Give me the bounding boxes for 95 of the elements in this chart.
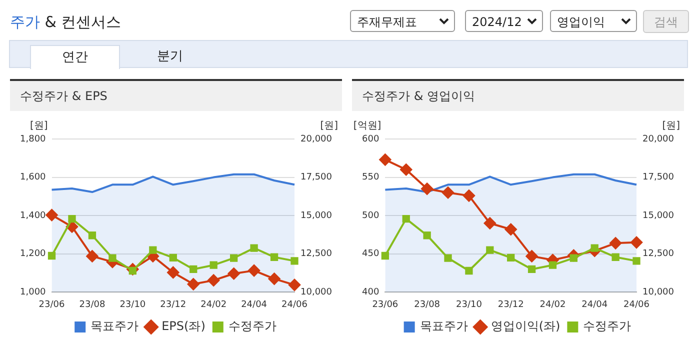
point — [68, 214, 76, 223]
point — [108, 254, 116, 262]
y2-tick-label: 10,000 — [642, 288, 674, 298]
y-axis-title: [억원] — [353, 120, 382, 132]
text: 주재무제표 — [357, 15, 417, 29]
point — [462, 190, 475, 202]
y-tick-label: 1,800 — [20, 134, 46, 144]
point — [612, 253, 620, 261]
legend-label: 영업이익(좌) — [490, 319, 560, 334]
y2-tick-label: 10,000 — [300, 288, 332, 298]
point — [528, 265, 536, 274]
point — [190, 265, 198, 274]
point — [465, 266, 473, 275]
y2-axis-title: [원] — [662, 120, 680, 132]
legend-label: EPS(좌) — [162, 319, 206, 334]
point — [149, 246, 157, 254]
x-tick-label: 24/06 — [624, 300, 650, 310]
y2-axis-title: [원] — [320, 120, 338, 132]
y-tick-label: 1,400 — [20, 210, 46, 221]
point — [230, 254, 238, 262]
y2-tick-label: 15,000 — [300, 210, 332, 221]
x-tick-label: 23/12 — [498, 300, 524, 310]
point — [548, 261, 557, 269]
point — [632, 257, 640, 265]
point — [187, 278, 200, 290]
text: 주가 & 컨센서스 — [10, 13, 122, 32]
y2-tick-label: 17,500 — [642, 172, 674, 183]
chart-title: 수정주가 & 영업이익 — [352, 81, 684, 111]
point — [169, 254, 177, 262]
point — [402, 214, 410, 223]
y-tick-label: 450 — [362, 249, 380, 260]
y-tick-label: 500 — [362, 210, 380, 221]
point — [270, 253, 278, 261]
x-tick-label: 23/08 — [79, 300, 106, 310]
point — [526, 250, 538, 262]
x-tick-label: 24/02 — [540, 300, 566, 310]
y2-tick-label: 12,500 — [642, 249, 674, 260]
point — [250, 244, 258, 252]
point — [228, 268, 240, 280]
x-tick-label: 23/10 — [456, 300, 482, 310]
point — [86, 250, 98, 262]
text: 분기 — [156, 48, 184, 66]
y2-tick-label: 20,000 — [642, 134, 674, 144]
y-tick-label: 600 — [362, 134, 380, 144]
point — [421, 182, 434, 195]
y-axis-title: [원] — [30, 120, 48, 132]
x-tick-label: 24/04 — [241, 300, 268, 310]
point — [88, 232, 96, 240]
point — [288, 278, 301, 291]
point — [610, 237, 622, 250]
x-tick-label: 23/10 — [120, 300, 146, 310]
point — [208, 274, 220, 286]
point — [379, 154, 392, 166]
chart-title: 수정주가 & EPS — [10, 81, 342, 111]
point — [486, 246, 494, 254]
legend-label: 목표주가 — [90, 319, 139, 334]
point — [484, 217, 496, 230]
y2-tick-label: 15,000 — [642, 210, 674, 221]
x-tick-label: 23/06 — [372, 300, 398, 310]
text: 검색 — [643, 10, 689, 33]
x-tick-label: 24/02 — [200, 300, 227, 310]
point — [248, 264, 260, 277]
point — [444, 254, 452, 262]
x-tick-label: 23/12 — [160, 300, 186, 310]
point — [268, 272, 280, 285]
y-tick-label: 550 — [362, 172, 380, 183]
y2-tick-label: 12,500 — [300, 249, 332, 260]
y-tick-label: 1,200 — [20, 249, 46, 260]
y2-tick-label: 20,000 — [300, 134, 332, 144]
point — [210, 261, 218, 269]
x-tick-label: 24/04 — [582, 300, 608, 310]
point — [423, 232, 431, 240]
text: 2024/12 — [472, 15, 522, 29]
x-tick-label: 23/08 — [414, 300, 440, 310]
text: 연간 — [30, 45, 120, 69]
y-tick-label: 400 — [362, 288, 380, 298]
point — [167, 266, 180, 278]
text: 영업이익 — [557, 15, 605, 29]
point — [442, 186, 454, 199]
point — [400, 164, 412, 176]
legend-label: 수정주가 — [228, 319, 276, 334]
point — [46, 209, 58, 222]
point — [630, 236, 643, 248]
point — [290, 257, 298, 265]
point — [507, 254, 515, 262]
y2-tick-label: 17,500 — [300, 172, 332, 183]
point — [48, 252, 56, 260]
point — [504, 223, 517, 236]
legend-label: 수정주가 — [583, 319, 632, 334]
legend-label: 목표주가 — [420, 319, 468, 334]
y-tick-label: 1,000 — [20, 288, 46, 298]
point — [381, 252, 390, 260]
x-tick-label: 24/06 — [282, 300, 308, 310]
y-tick-label: 1,600 — [20, 172, 46, 183]
x-tick-label: 23/06 — [38, 300, 66, 310]
